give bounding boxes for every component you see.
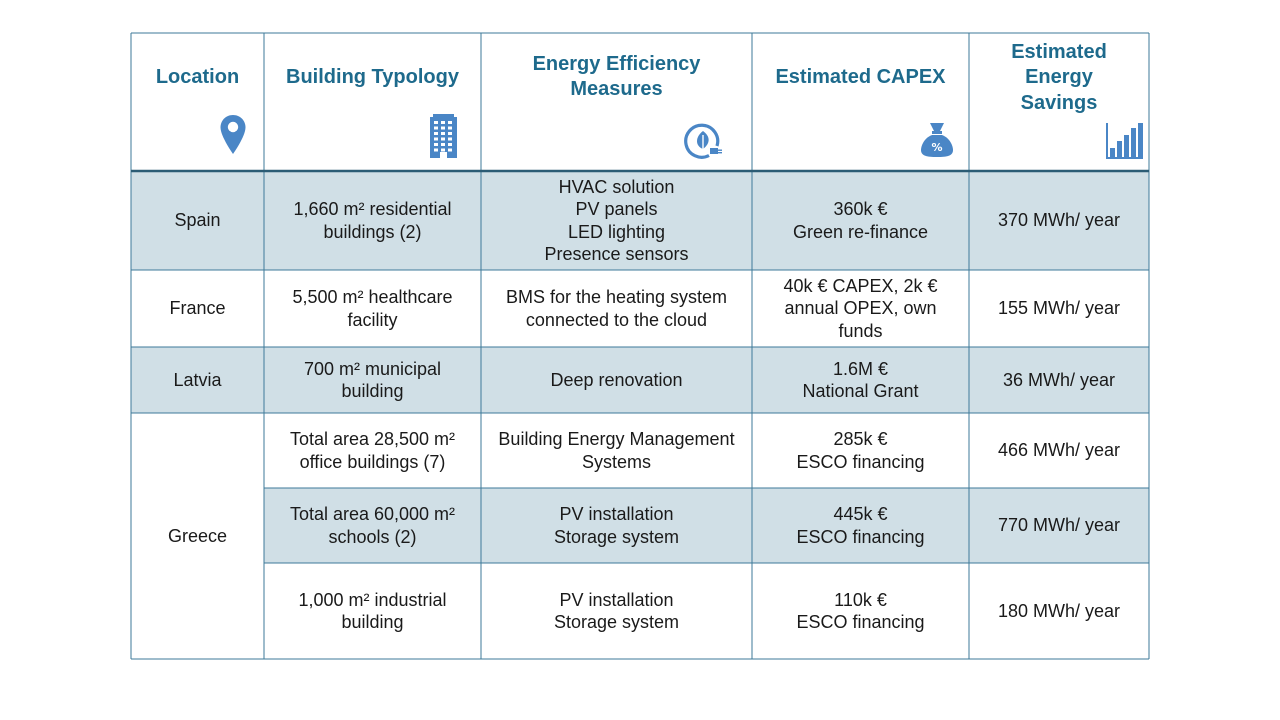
capex-cell: 1.6M € National Grant [752, 347, 969, 413]
cell-text-line: 1,660 m² residential [293, 199, 452, 219]
cell-text-line: 5,500 m² healthcare [292, 287, 453, 307]
cell-text-line: facility [347, 309, 398, 330]
cell-text-line: ESCO financing [796, 612, 925, 632]
svg-text:%: % [931, 141, 942, 154]
location-cell: Spain [131, 171, 264, 270]
header-label-capex: Estimated CAPEX [775, 66, 946, 89]
header-label-savings: Estimated Energy Savings [1011, 40, 1107, 114]
cell-text-line: ESCO financing [796, 526, 925, 547]
cell-text-line: PV panels [575, 199, 658, 219]
building-cell: 1,000 m² industrial building [264, 563, 481, 659]
measures-cell: PV installation Storage system [481, 488, 752, 563]
cell-text-line: building [341, 381, 404, 401]
cell-text-line: 36 MWh/ year [1002, 369, 1116, 390]
building-cell: 700 m² municipal building [264, 347, 481, 413]
capex-cell: 285k € ESCO financing [752, 413, 969, 488]
savings-cell: 770 MWh/ year [969, 488, 1149, 563]
building-cell: Total area 28,500 m² office buildings (7) [264, 413, 481, 488]
cell-text-line: 285k € [833, 429, 888, 449]
header-label-measures: Energy Efficiency Measures [532, 52, 701, 101]
cell-text-line: HVAC solution [558, 176, 675, 197]
cell-text-line: PV installation [559, 504, 674, 524]
header-label-building: Building Typology [286, 66, 459, 89]
header-measures: Energy Efficiency Measures [481, 33, 752, 171]
header-label-location: Location [155, 66, 240, 89]
cell-text-line: Greece [167, 525, 228, 546]
cell-text-line: 466 MWh/ year [997, 440, 1121, 461]
measures-cell: Deep renovation [481, 347, 752, 413]
cell-text-line: annual OPEX, own [784, 298, 937, 319]
cell-text-line: 1.6M € [832, 358, 889, 379]
header-building: Building Typology [264, 33, 481, 171]
cell-text-line: ESCO financing [796, 451, 925, 472]
capex-cell: 445k € ESCO financing [752, 488, 969, 563]
cell-text-line: funds [838, 320, 883, 341]
header-location: Location [131, 33, 264, 171]
cell-text-line: 40k € CAPEX, 2k € [783, 275, 938, 296]
cell-text-line: PV installation [559, 589, 674, 610]
cell-text-line: buildings (2) [323, 221, 422, 242]
cell-text-line: Deep renovation [550, 369, 683, 390]
money-bag-icon: % [920, 122, 954, 158]
cell-text-line: schools (2) [328, 526, 417, 547]
office-building-icon [428, 114, 459, 159]
location-pin-icon [219, 114, 247, 156]
savings-cell: 466 MWh/ year [969, 413, 1149, 488]
cell-text-line: Green re-finance [792, 221, 929, 242]
cell-text-line: office buildings (7) [299, 451, 446, 472]
cell-text-line: Total area 28,500 m² [289, 429, 456, 449]
cell-text-line: 770 MWh/ year [997, 515, 1121, 536]
measures-cell: PV installation Storage system [481, 563, 752, 659]
building-cell: 1,660 m² residential buildings (2) [264, 171, 481, 270]
cell-text-line: building [341, 612, 404, 632]
cell-text-line: Latvia [173, 369, 222, 390]
cell-text-line: Presence sensors [544, 244, 689, 264]
cell-text-line: 180 MWh/ year [997, 600, 1121, 621]
leaf-plug-icon [683, 121, 723, 161]
cell-text-line: Storage system [553, 526, 680, 547]
cell-text-line: Total area 60,000 m² [289, 504, 456, 524]
cell-text-line: 1,000 m² industrial [298, 589, 447, 610]
cell-text-line: Systems [581, 451, 651, 472]
capex-cell: 40k € CAPEX, 2k € annual OPEX, own funds [752, 270, 969, 347]
measures-cell: Building Energy Management Systems [481, 413, 752, 488]
cell-text-line: BMS for the heating system [505, 287, 728, 307]
location-cell: France [131, 270, 264, 347]
cell-text-line: 360k € [833, 199, 888, 219]
cell-text-line: 445k € [833, 504, 888, 524]
capex-cell: 110k € ESCO financing [752, 563, 969, 659]
building-cell: Total area 60,000 m² schools (2) [264, 488, 481, 563]
cell-text-line: Building Energy Management [498, 429, 735, 449]
building-cell: 5,500 m² healthcare facility [264, 270, 481, 347]
cell-text-line: Storage system [553, 612, 680, 632]
bar-chart-icon [1106, 121, 1144, 159]
measures-cell: HVAC solution PV panels LED lighting Presen… [481, 171, 752, 270]
cell-text-line: 370 MWh/ year [997, 210, 1121, 231]
location-cell: Greece [131, 413, 264, 659]
location-cell: Latvia [131, 347, 264, 413]
savings-cell: 155 MWh/ year [969, 270, 1149, 347]
savings-cell: 370 MWh/ year [969, 171, 1149, 270]
cell-text-line: 110k € [834, 589, 887, 610]
savings-cell: 180 MWh/ year [969, 563, 1149, 659]
cell-text-line: 155 MWh/ year [997, 298, 1121, 319]
measures-cell: BMS for the heating system connected to t… [481, 270, 752, 347]
capex-cell: 360k € Green re-finance [752, 171, 969, 270]
savings-cell: 36 MWh/ year [969, 347, 1149, 413]
cell-text-line: LED lighting [567, 221, 666, 242]
cell-text-line: Spain [174, 210, 221, 231]
cell-text-line: National Grant [802, 381, 919, 401]
cell-text-line: connected to the cloud [525, 309, 708, 330]
cell-text-line: France [169, 298, 226, 319]
cell-text-line: 700 m² municipal [303, 358, 442, 379]
